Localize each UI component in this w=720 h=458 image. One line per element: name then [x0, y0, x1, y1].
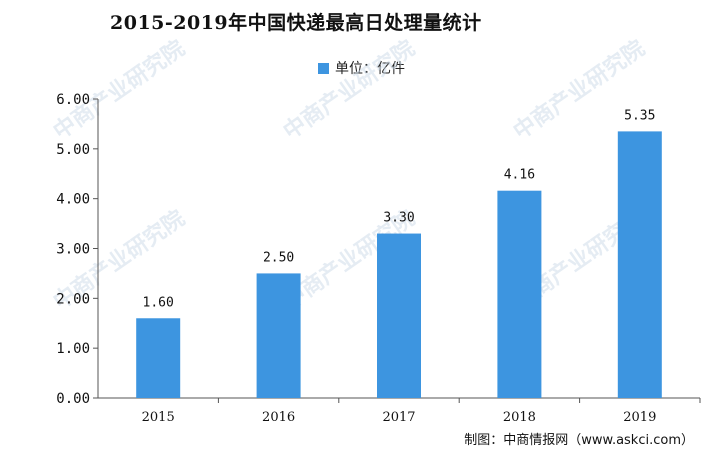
legend-swatch	[318, 62, 329, 74]
data-label: 1.60	[143, 295, 174, 310]
y-tick-label: 5.00	[56, 142, 90, 158]
chart-title: 2015-2019年中国快递最高日处理量统计	[110, 12, 482, 34]
bar-2018	[497, 190, 542, 398]
bar-2017	[377, 233, 421, 398]
bar-2019	[617, 131, 662, 398]
y-tick-label: 1.00	[56, 341, 90, 357]
x-tick-label: 2018	[503, 410, 536, 425]
y-tick-label: 2.00	[56, 291, 90, 307]
watermark-text: 中商产业研究院	[279, 35, 420, 145]
legend-label: 单位：亿件	[335, 61, 405, 77]
x-tick-label: 2016	[262, 410, 295, 425]
y-tick-label: 6.00	[56, 92, 90, 108]
data-label: 4.16	[504, 168, 535, 183]
data-label: 5.35	[624, 108, 655, 123]
x-tick-label: 2019	[623, 410, 656, 425]
x-tick-label: 2015	[142, 410, 175, 425]
source-note: 制图：中商情报网（www.askci.com）	[464, 433, 694, 448]
chart-legend: 单位：亿件	[318, 58, 405, 78]
bar-2015	[136, 318, 181, 398]
y-tick-label: 3.00	[56, 242, 90, 258]
watermark-text: 中商产业研究院	[509, 35, 650, 145]
y-tick-label: 0.00	[56, 391, 90, 407]
watermark-text: 中商产业研究院	[49, 35, 190, 145]
y-tick-label: 4.00	[56, 192, 90, 208]
data-label: 2.50	[263, 250, 294, 265]
x-tick-label: 2017	[382, 410, 415, 425]
bar-2016	[256, 273, 301, 398]
data-label: 3.30	[383, 211, 414, 226]
